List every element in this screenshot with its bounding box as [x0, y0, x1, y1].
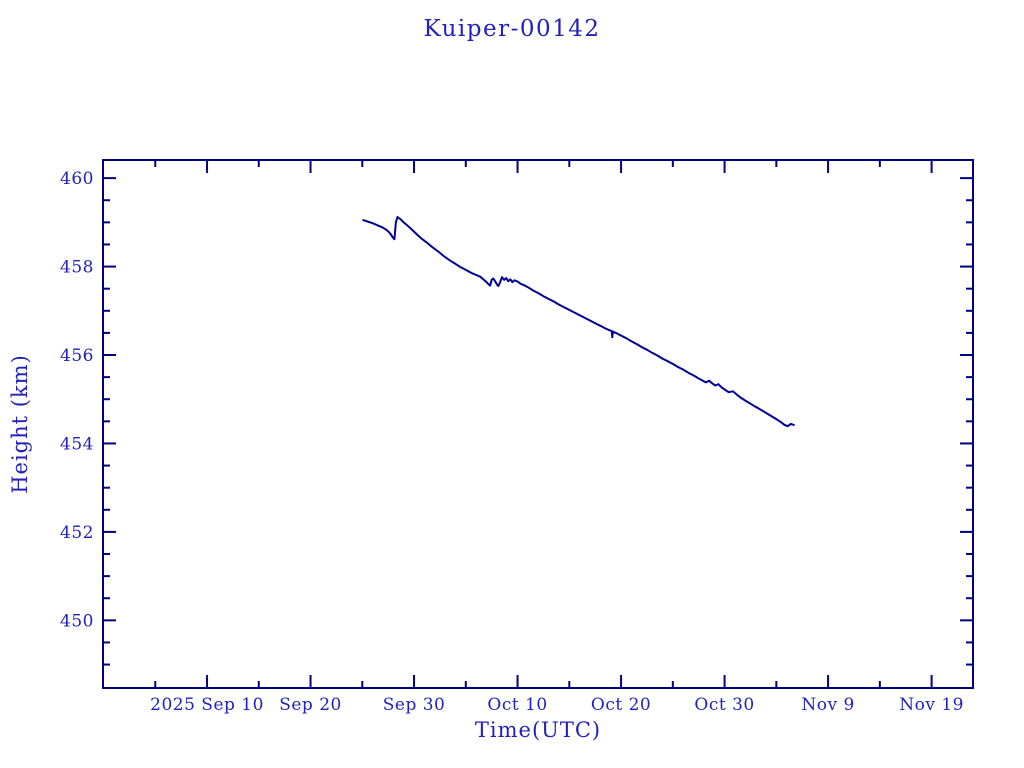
x-tick-label: Sep 20	[279, 695, 342, 715]
x-tick-label: Nov 9	[801, 695, 854, 715]
y-tick-label: 454	[60, 434, 94, 454]
plot-frame	[102, 159, 974, 689]
x-tick-label: Sep 30	[383, 695, 446, 715]
y-tick-label: 450	[60, 611, 94, 631]
y-tick-label: 456	[60, 346, 94, 366]
x-tick-label: Oct 30	[694, 695, 754, 715]
y-tick-label: 458	[60, 258, 94, 278]
x-tick-label: Oct 10	[487, 695, 547, 715]
y-tick-label: 452	[60, 523, 94, 543]
data-line	[362, 216, 795, 428]
x-tick-label: Nov 19	[899, 695, 964, 715]
x-axis-title: Time(UTC)	[474, 718, 602, 742]
y-axis-title: Height (km)	[8, 354, 32, 494]
x-tick-label: Oct 20	[591, 695, 651, 715]
chart-title: Kuiper-00142	[423, 16, 601, 42]
x-tick-label: 2025 Sep 10	[150, 695, 264, 715]
y-tick-label: 460	[60, 169, 94, 189]
